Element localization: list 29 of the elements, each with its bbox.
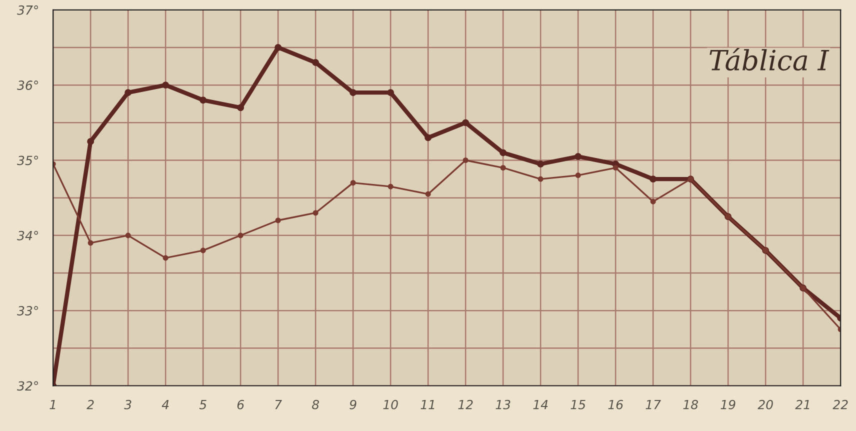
x-tick-label: 7: [275, 400, 282, 410]
x-tick-label: 16: [608, 400, 623, 410]
x-tick-label: 2: [86, 400, 94, 410]
x-tick-label: 13: [496, 400, 510, 410]
x-tick-label: 1: [50, 400, 56, 410]
x-tick-label: 4: [162, 400, 169, 410]
x-tick-label: 9: [350, 400, 356, 410]
x-tick-label: 15: [570, 400, 586, 410]
x-tick-label: 20: [758, 400, 773, 410]
y-tick-label: 34°: [17, 230, 38, 240]
x-tick-label: 12: [458, 400, 473, 410]
y-tick-label: 37°: [17, 5, 38, 15]
y-tick-label: 35°: [17, 156, 38, 166]
x-tick-label: 19: [720, 400, 736, 410]
x-tick-label: 10: [383, 400, 398, 410]
text: Táblica I: [710, 48, 830, 71]
x-tick-label: 11: [420, 400, 434, 410]
y-tick-label: 32°: [17, 381, 38, 391]
y-tick-label: 36°: [17, 80, 38, 90]
x-tick-label: 18: [683, 400, 698, 410]
x-tick-label: 6: [237, 400, 244, 410]
x-tick-label: 5: [199, 400, 206, 410]
x-tick-label: 21: [795, 400, 810, 410]
y-tick-label: 33°: [17, 306, 38, 316]
x-tick-label: 3: [124, 400, 132, 410]
x-tick-label: 17: [646, 400, 661, 410]
x-tick-label: 14: [533, 400, 548, 410]
x-tick-label: 8: [312, 400, 320, 410]
x-tick-label: 22: [832, 400, 848, 410]
